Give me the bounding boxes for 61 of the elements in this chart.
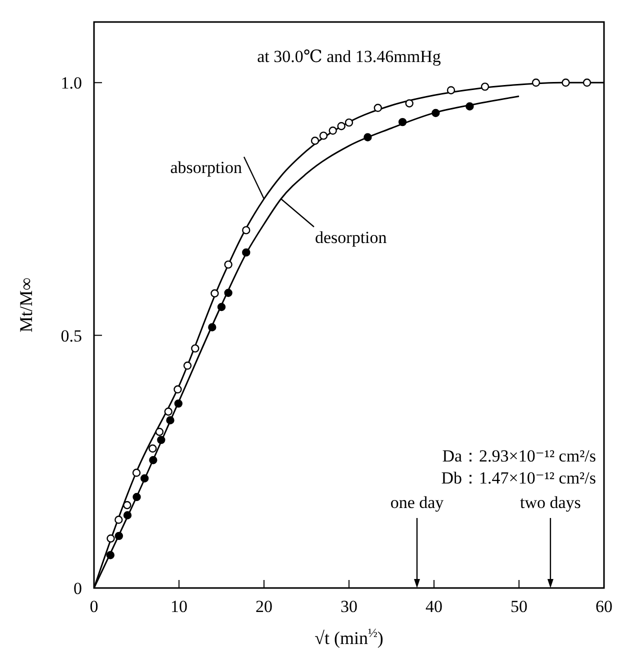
point (114, 532, 124, 540)
ref-line-label: one day (390, 493, 444, 512)
point (132, 468, 141, 477)
point (166, 416, 174, 424)
point (174, 399, 183, 408)
point (398, 118, 407, 126)
point (532, 78, 540, 87)
point (480, 82, 490, 91)
annotation: Db：1.47×10⁻¹² cm²/s (441, 468, 596, 488)
point (132, 492, 141, 502)
point (174, 385, 182, 394)
y-tick-label: 0.5 (60, 326, 82, 346)
point (328, 126, 337, 135)
point (210, 289, 219, 298)
point (224, 260, 232, 269)
point (106, 551, 115, 560)
text: at 30.0℃ and 13.46mmHg (257, 47, 442, 66)
x-tick-label: 30 (340, 597, 358, 616)
point (114, 516, 123, 524)
series-label: absorption (170, 158, 242, 177)
point (164, 408, 172, 416)
x-tick-label: 60 (596, 597, 612, 616)
point (123, 501, 132, 510)
point (217, 302, 226, 312)
point (123, 511, 132, 520)
point (374, 104, 382, 112)
point (582, 78, 592, 87)
x-tick-label: 50 (510, 597, 528, 616)
point (155, 428, 164, 436)
point (405, 99, 414, 108)
x-axis-title: √t (min$^{½}$) (314, 626, 384, 648)
point (140, 474, 149, 482)
point (319, 132, 328, 140)
x-tick-label: 20 (256, 597, 272, 616)
point (432, 108, 440, 118)
y-tick-label: 0 (74, 579, 82, 598)
point (364, 133, 372, 142)
point (149, 456, 158, 464)
point (224, 288, 232, 297)
point (466, 102, 474, 110)
point (310, 136, 320, 145)
point (183, 362, 192, 370)
ref-line-label: two days (520, 493, 581, 512)
point (562, 78, 570, 87)
x-tick-label: 40 (426, 597, 442, 616)
point (106, 534, 115, 543)
point (148, 444, 157, 453)
point (337, 122, 346, 130)
point (191, 344, 200, 353)
point (208, 323, 216, 332)
y-axis-title: Mt/M∞ (16, 277, 36, 332)
annotation: Da：2.93×10⁻¹² cm²/s (442, 446, 596, 466)
x-tick-label: 0 (90, 597, 98, 616)
y-tick-label: 1.0 (60, 74, 82, 93)
point (157, 436, 166, 444)
point (242, 248, 250, 257)
point (446, 86, 456, 94)
x-tick-label: 10 (170, 597, 188, 616)
point (242, 226, 250, 234)
point (344, 118, 354, 127)
text: desorption (315, 228, 388, 247)
